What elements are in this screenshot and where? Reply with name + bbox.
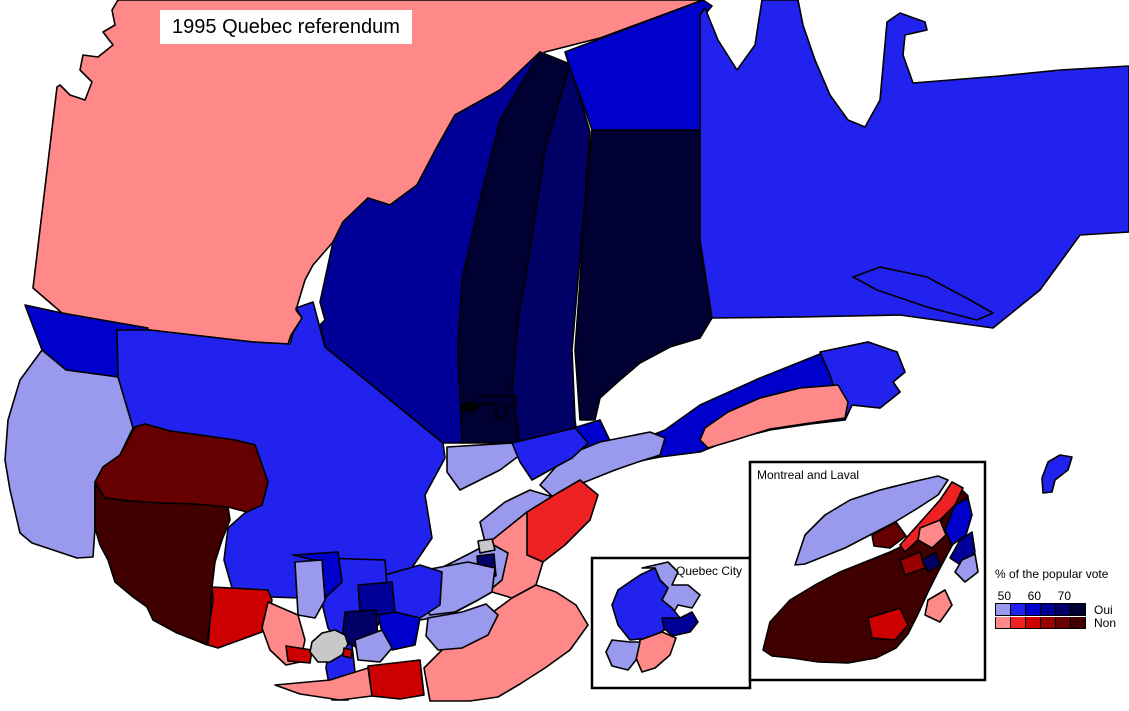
legend-swatch xyxy=(1011,604,1026,615)
map-title: 1995 Quebec referendum xyxy=(160,10,412,44)
legend-swatch xyxy=(1056,604,1071,615)
legend-tick-50: 50 xyxy=(997,589,1012,603)
region-central-navy xyxy=(319,0,713,461)
legend-ticks: 50 60 70 xyxy=(995,589,1125,603)
legend-swatch xyxy=(1041,604,1056,615)
montreal-inset-label: Montreal and Laval xyxy=(757,468,860,482)
quebec-city-inset xyxy=(590,556,752,690)
legend-swatch xyxy=(1056,616,1071,628)
laval xyxy=(794,475,949,566)
legend-title: % of the popular vote xyxy=(995,567,1109,581)
legend-swatch xyxy=(1026,616,1041,628)
oui-swatches xyxy=(995,603,1086,616)
legend-tick-70: 70 xyxy=(1057,589,1072,603)
region-islands xyxy=(852,266,1073,494)
region-estrie-monteregie xyxy=(381,561,589,702)
magdalen-islands xyxy=(1041,454,1073,494)
legend-swatch xyxy=(1026,604,1041,615)
legend-tick-60: 60 xyxy=(1027,589,1042,603)
legend-swatch xyxy=(996,616,1011,628)
region-outaouais xyxy=(94,423,273,649)
quebec-inset-label: Quebec City xyxy=(676,564,743,578)
non-swatches xyxy=(995,616,1086,629)
legend-swatch xyxy=(996,604,1011,615)
oui-label: Oui xyxy=(1094,602,1113,617)
legend-row-non: Non xyxy=(995,615,1125,630)
region-gaspe xyxy=(599,341,906,471)
legend-swatch-grid: Oui Non xyxy=(995,602,1125,630)
anticosti-island xyxy=(852,266,994,321)
montreal-laval-inset xyxy=(748,460,987,682)
region-north-shore xyxy=(699,0,1129,329)
legend-swatch xyxy=(1071,616,1085,628)
legend: % of the popular vote 50 60 70 Oui Non xyxy=(995,567,1125,630)
legend-swatch xyxy=(1041,616,1056,628)
legend-row-oui: Oui xyxy=(995,602,1125,617)
region-montreal-cluster xyxy=(261,551,425,701)
non-label: Non xyxy=(1094,615,1117,630)
legend-swatch xyxy=(1071,604,1085,615)
legend-swatch xyxy=(1011,616,1026,628)
